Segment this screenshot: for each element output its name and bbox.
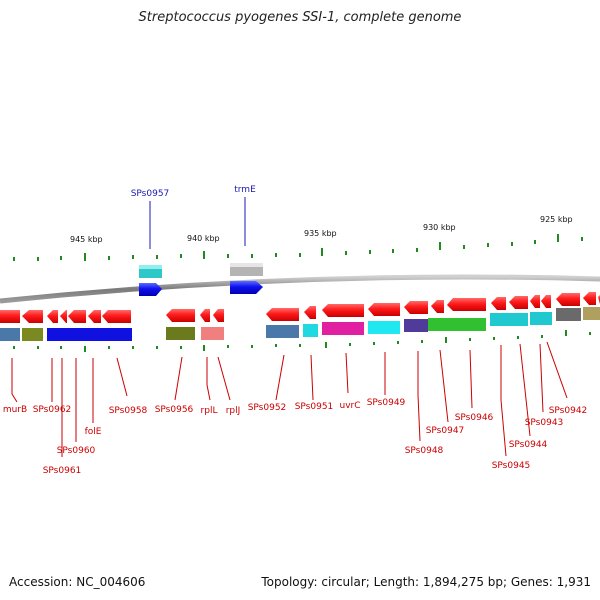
bottom-leader-lines	[11, 341, 568, 457]
label-folE: folE	[85, 427, 102, 437]
label-SPs0947: SPs0947	[426, 426, 465, 436]
scale-label-940: 940 kbp	[187, 234, 220, 243]
genome-backbone	[0, 274, 600, 304]
label-SPs0949: SPs0949	[367, 398, 406, 408]
map-title: Streptococcus pyogenes SSI-1, complete g…	[138, 10, 462, 25]
label-SPs0951: SPs0951	[295, 402, 334, 412]
label-SPs0960: SPs0960	[57, 446, 96, 456]
top-leader-lines	[149, 197, 246, 249]
scale-label-930: 930 kbp	[423, 223, 456, 232]
label-rplJ: rplJ	[226, 406, 241, 416]
label-murB: murB	[3, 405, 27, 415]
label-SPs0956: SPs0956	[155, 405, 194, 415]
bottom-gene-labels: murB SPs0962 SPs0961 SPs0960 folE SPs095…	[3, 398, 587, 476]
scale-ticks-top	[13, 234, 583, 261]
label-trmE: trmE	[234, 185, 256, 195]
label-SPs0952: SPs0952	[248, 403, 287, 413]
label-SPs0957: SPs0957	[131, 189, 170, 199]
label-SPs0961: SPs0961	[43, 466, 82, 476]
label-SPs0946: SPs0946	[455, 413, 494, 423]
reverse-strand-genes	[0, 292, 600, 323]
forward-strand-genes	[139, 263, 263, 296]
scale-label-935: 935 kbp	[304, 229, 337, 238]
label-SPs0944: SPs0944	[509, 440, 548, 450]
top-gene-labels: SPs0957 trmE	[131, 185, 256, 199]
reverse-strand-annotations	[0, 307, 600, 341]
gene-trmE	[230, 281, 263, 294]
genome-summary-text: Topology: circular; Length: 1,894,275 bp…	[261, 575, 591, 589]
label-SPs0942: SPs0942	[549, 406, 588, 416]
label-SPs0948: SPs0948	[405, 446, 444, 456]
label-SPs0958: SPs0958	[109, 406, 148, 416]
label-SPs0943: SPs0943	[525, 418, 564, 428]
label-uvrC: uvrC	[339, 401, 360, 411]
scale-ticks-bottom	[13, 330, 591, 352]
label-rplL: rplL	[201, 406, 218, 416]
label-SPs0962: SPs0962	[33, 405, 72, 415]
scale-label-925: 925 kbp	[540, 215, 573, 224]
gene-SPs0957	[139, 283, 162, 296]
scale-labels: 945 kbp 940 kbp 935 kbp 930 kbp 925 kbp	[70, 215, 573, 244]
scale-label-945: 945 kbp	[70, 235, 103, 244]
accession-text: Accession: NC_004606	[9, 575, 146, 589]
label-SPs0945: SPs0945	[492, 461, 531, 471]
